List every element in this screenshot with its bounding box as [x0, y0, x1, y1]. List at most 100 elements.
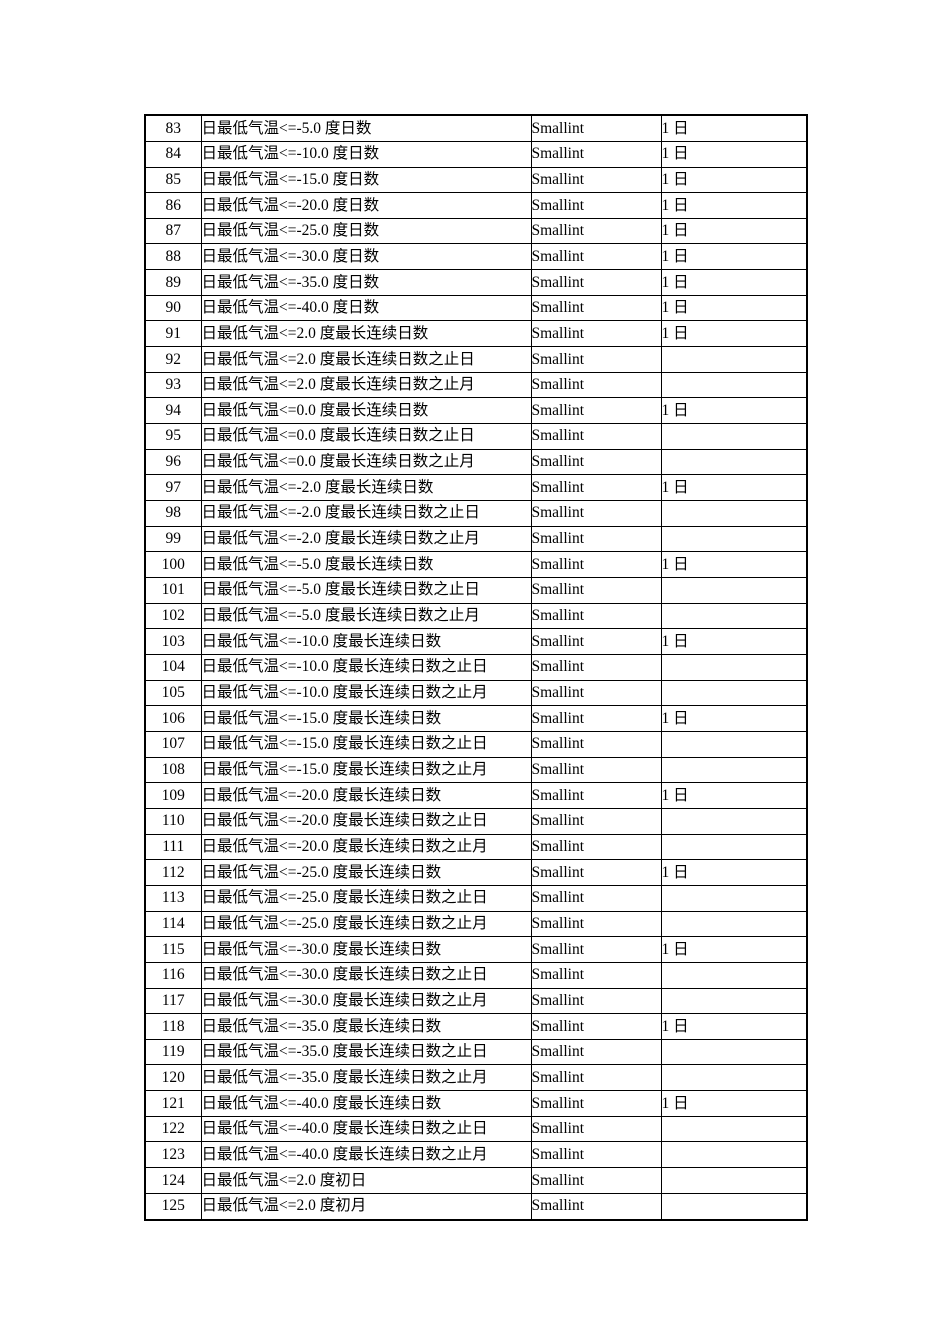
unit-cell [660, 346, 808, 373]
element-name-cell: 日最低气温<=-20.0 度最长连续日数 [200, 782, 532, 809]
data-type-cell: Smallint [530, 1064, 662, 1092]
data-type-cell: Smallint [530, 679, 662, 707]
element-name-cell: 日最低气温<=-30.0 度最长连续日数 [200, 936, 532, 963]
element-name-cell: 日最低气温<=2.0 度初日 [200, 1167, 532, 1194]
row-number-cell: 89 [144, 269, 202, 296]
table-row: 87 日最低气温<=-25.0 度日数 Smallint 1 日 [144, 217, 808, 245]
table-row: 99 日最低气温<=-2.0 度最长连续日数之止月 Smallint [144, 525, 808, 553]
unit-cell: 1 日 [660, 628, 808, 655]
unit-cell [660, 653, 808, 681]
unit-cell: 1 日 [660, 269, 808, 296]
element-name-cell: 日最低气温<=2.0 度最长连续日数 [200, 320, 532, 348]
table-row: 89 日最低气温<=-35.0 度日数 Smallint 1 日 [144, 269, 808, 296]
data-type-cell: Smallint [530, 987, 662, 1015]
unit-cell [660, 807, 808, 835]
unit-cell [660, 961, 808, 989]
unit-cell [660, 730, 808, 758]
row-number-cell: 110 [144, 807, 202, 835]
unit-cell [660, 987, 808, 1015]
row-number-cell: 111 [144, 833, 202, 861]
row-number-cell: 113 [144, 884, 202, 912]
data-type-cell: Smallint [530, 448, 662, 476]
element-dictionary-table-wrap: 83 日最低气温<=-5.0 度日数 Smallint 1 日 84 日最低气温… [144, 114, 808, 1221]
row-number-cell: 125 [144, 1192, 202, 1221]
row-number-cell: 104 [144, 653, 202, 681]
table-row: 95 日最低气温<=0.0 度最长连续日数之止日 Smallint [144, 423, 808, 450]
data-type-cell: Smallint [530, 269, 662, 296]
row-number-cell: 91 [144, 320, 202, 348]
data-type-cell: Smallint [530, 577, 662, 604]
data-type-cell: Smallint [530, 500, 662, 527]
element-name-cell: 日最低气温<=-15.0 度最长连续日数之止日 [200, 730, 532, 758]
table-row: 85 日最低气温<=-15.0 度日数 Smallint 1 日 [144, 166, 808, 194]
data-type-cell: Smallint [530, 166, 662, 194]
element-name-cell: 日最低气温<=-20.0 度日数 [200, 192, 532, 219]
data-type-cell: Smallint [530, 371, 662, 399]
element-name-cell: 日最低气温<=-40.0 度最长连续日数之止月 [200, 1141, 532, 1169]
element-name-cell: 日最低气温<=-25.0 度最长连续日数 [200, 859, 532, 886]
unit-cell: 1 日 [660, 1090, 808, 1117]
row-number-cell: 93 [144, 371, 202, 399]
table-row: 110 日最低气温<=-20.0 度最长连续日数之止日 Smallint [144, 807, 808, 835]
table-row: 84 日最低气温<=-10.0 度日数 Smallint 1 日 [144, 140, 808, 168]
unit-cell: 1 日 [660, 474, 808, 502]
table-row: 123 日最低气温<=-40.0 度最长连续日数之止月 Smallint [144, 1141, 808, 1169]
element-name-cell: 日最低气温<=-25.0 度日数 [200, 217, 532, 245]
row-number-cell: 85 [144, 166, 202, 194]
data-type-cell: Smallint [530, 1090, 662, 1117]
data-type-cell: Smallint [530, 474, 662, 502]
unit-cell: 1 日 [660, 166, 808, 194]
row-number-cell: 98 [144, 500, 202, 527]
row-number-cell: 124 [144, 1167, 202, 1194]
table-row: 90 日最低气温<=-40.0 度日数 Smallint 1 日 [144, 294, 808, 322]
element-dictionary-table: 83 日最低气温<=-5.0 度日数 Smallint 1 日 84 日最低气温… [144, 114, 808, 1221]
data-type-cell: Smallint [530, 1192, 662, 1221]
data-type-cell: Smallint [530, 294, 662, 322]
element-name-cell: 日最低气温<=-15.0 度最长连续日数之止月 [200, 756, 532, 784]
row-number-cell: 121 [144, 1090, 202, 1117]
element-name-cell: 日最低气温<=0.0 度最长连续日数 [200, 397, 532, 425]
element-name-cell: 日最低气温<=-2.0 度最长连续日数之止月 [200, 525, 532, 553]
row-number-cell: 108 [144, 756, 202, 784]
unit-cell: 1 日 [660, 397, 808, 425]
data-type-cell: Smallint [530, 551, 662, 578]
table-row: 125 日最低气温<=2.0 度初月 Smallint [144, 1192, 808, 1221]
table-row: 106 日最低气温<=-15.0 度最长连续日数 Smallint 1 日 [144, 705, 808, 732]
element-name-cell: 日最低气温<=-35.0 度最长连续日数 [200, 1013, 532, 1040]
row-number-cell: 118 [144, 1013, 202, 1040]
unit-cell: 1 日 [660, 705, 808, 732]
element-name-cell: 日最低气温<=-10.0 度日数 [200, 140, 532, 168]
data-type-cell: Smallint [530, 628, 662, 655]
row-number-cell: 107 [144, 730, 202, 758]
table-row: 93 日最低气温<=2.0 度最长连续日数之止月 Smallint [144, 371, 808, 399]
element-name-cell: 日最低气温<=-5.0 度最长连续日数 [200, 551, 532, 578]
data-type-cell: Smallint [530, 140, 662, 168]
row-number-cell: 92 [144, 346, 202, 373]
row-number-cell: 115 [144, 936, 202, 963]
table-row: 86 日最低气温<=-20.0 度日数 Smallint 1 日 [144, 192, 808, 219]
element-name-cell: 日最低气温<=2.0 度初月 [200, 1192, 532, 1221]
data-type-cell: Smallint [530, 782, 662, 809]
element-name-cell: 日最低气温<=-20.0 度最长连续日数之止日 [200, 807, 532, 835]
row-number-cell: 117 [144, 987, 202, 1015]
table-row: 97 日最低气温<=-2.0 度最长连续日数 Smallint 1 日 [144, 474, 808, 502]
row-number-cell: 101 [144, 577, 202, 604]
element-name-cell: 日最低气温<=-35.0 度最长连续日数之止日 [200, 1038, 532, 1066]
row-number-cell: 109 [144, 782, 202, 809]
data-type-cell: Smallint [530, 910, 662, 938]
unit-cell [660, 1038, 808, 1066]
row-number-cell: 122 [144, 1115, 202, 1143]
element-name-cell: 日最低气温<=-5.0 度最长连续日数之止日 [200, 577, 532, 604]
table-row: 119 日最低气温<=-35.0 度最长连续日数之止日 Smallint [144, 1038, 808, 1066]
row-number-cell: 95 [144, 423, 202, 450]
table-row: 96 日最低气温<=0.0 度最长连续日数之止月 Smallint [144, 448, 808, 476]
data-type-cell: Smallint [530, 936, 662, 963]
row-number-cell: 123 [144, 1141, 202, 1169]
row-number-cell: 120 [144, 1064, 202, 1092]
unit-cell [660, 1115, 808, 1143]
unit-cell [660, 1167, 808, 1194]
row-number-cell: 103 [144, 628, 202, 655]
table-row: 91 日最低气温<=2.0 度最长连续日数 Smallint 1 日 [144, 320, 808, 348]
table-row: 114 日最低气温<=-25.0 度最长连续日数之止月 Smallint [144, 910, 808, 938]
